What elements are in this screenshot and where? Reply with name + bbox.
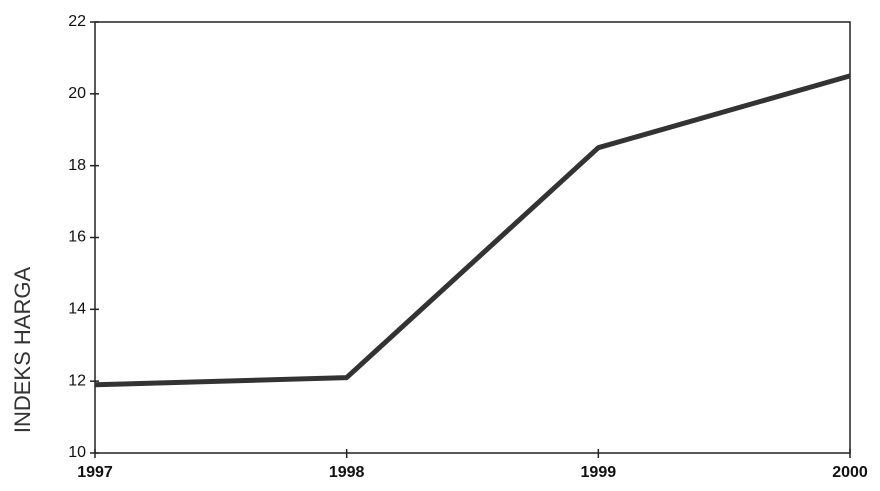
y-tick-label: 18 — [68, 157, 86, 174]
y-tick-label: 22 — [68, 13, 86, 30]
y-tick-label: 14 — [68, 301, 86, 318]
x-tick-label: 2000 — [832, 464, 868, 481]
x-tick-label: 1998 — [329, 464, 365, 481]
y-tick-label: 10 — [68, 444, 86, 461]
x-tick-label: 1997 — [77, 464, 113, 481]
line — [94, 73, 851, 388]
y-tick-label: 12 — [68, 372, 86, 389]
y-tick-label: 16 — [68, 229, 86, 246]
plot-frame — [94, 21, 851, 454]
x-tick-label: 1999 — [581, 464, 617, 481]
y-axis-title: INDEKS HARGA — [10, 267, 35, 434]
y-tick-label: 20 — [68, 85, 86, 102]
